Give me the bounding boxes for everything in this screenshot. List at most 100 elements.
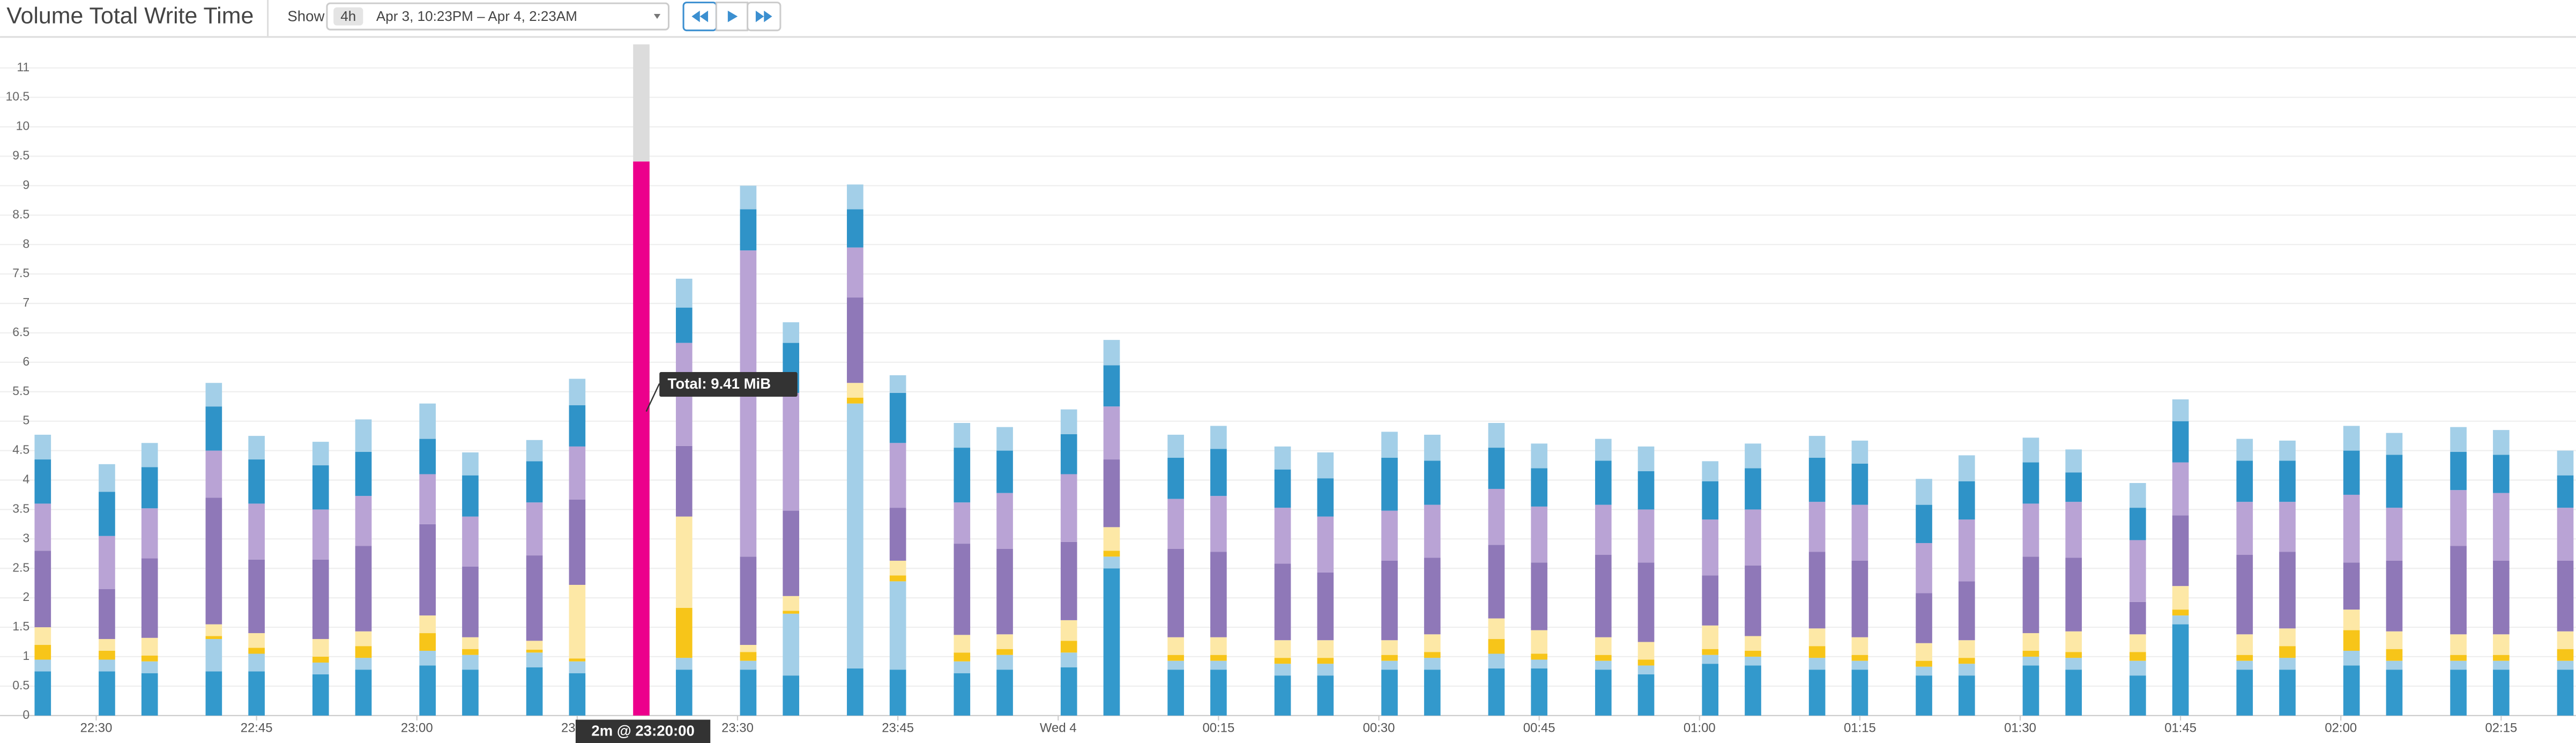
- bar-segment: [2386, 508, 2403, 561]
- y-tick-label: 2: [23, 590, 29, 604]
- bar-segment: [1424, 434, 1441, 461]
- bar-segment: [783, 322, 800, 343]
- bar-segment: [1317, 675, 1334, 716]
- tooltip-text: Total: 9.41 MiB: [668, 375, 771, 392]
- bar-segment: [569, 405, 586, 447]
- bar-segment: [1702, 655, 1719, 664]
- bar-segment: [2172, 515, 2189, 586]
- bar-segment: [2343, 562, 2360, 610]
- bar-segment: [1488, 639, 1505, 654]
- bar-segment: [34, 503, 51, 551]
- bar-segment: [954, 422, 971, 448]
- bar-segment: [1531, 562, 1547, 630]
- bar-segment: [2279, 460, 2296, 502]
- bar-segment: [740, 556, 757, 645]
- bar-segment: [248, 436, 265, 460]
- bar-segment: [1595, 670, 1612, 716]
- bar-segment: [99, 589, 115, 640]
- bar-segment: [2557, 508, 2574, 561]
- bar-segment: [312, 639, 329, 657]
- bar-segment: [1595, 439, 1612, 461]
- y-tick-label: 8: [23, 236, 29, 250]
- bar-segment: [889, 670, 906, 716]
- bar-segment: [205, 383, 222, 407]
- bar-segment: [1745, 443, 1761, 469]
- bar-segment: [1916, 675, 1932, 716]
- bar-segment: [1381, 432, 1398, 458]
- dropdown-caret: [653, 14, 661, 19]
- cursor-label-box: [575, 719, 711, 743]
- bar-segment: [141, 558, 158, 638]
- bar-segment: [2386, 560, 2403, 631]
- bar-segment: [2130, 675, 2146, 716]
- bar-segment: [1210, 637, 1227, 655]
- bar-segment: [1958, 581, 1975, 641]
- bar-segment: [1958, 675, 1975, 716]
- bar-segment: [1274, 563, 1291, 641]
- bar-segment: [1637, 674, 1655, 716]
- tooltip-pointer: [645, 383, 660, 412]
- bar-segment: [2450, 490, 2467, 546]
- x-tick-label: 01:15: [1844, 721, 1876, 735]
- bar-segment: [1916, 504, 1932, 544]
- bar-segment: [1274, 664, 1291, 676]
- bar-segment: [355, 451, 372, 496]
- bar-segment: [526, 461, 543, 503]
- x-tick-label: 01:30: [2004, 721, 2036, 735]
- bar-segment: [740, 660, 757, 670]
- bar-segment: [355, 631, 372, 647]
- bar-segment: [1637, 509, 1655, 563]
- bar-segment: [1958, 455, 1975, 481]
- bar-segment: [2493, 455, 2510, 493]
- bar-segment: [2022, 437, 2039, 463]
- bar-segment: [889, 443, 906, 508]
- bar-segment: [2450, 670, 2467, 716]
- bar-segment: [2236, 554, 2253, 635]
- bar-segment: [2343, 494, 2360, 563]
- bar-segment: [1851, 655, 1868, 661]
- bar-segment: [740, 209, 757, 251]
- bar-segment: [1381, 655, 1398, 661]
- bar-segment: [1488, 545, 1505, 619]
- bar-segment: [1702, 519, 1719, 576]
- bar-segment: [996, 649, 1013, 655]
- range-dropdown[interactable]: [326, 2, 670, 31]
- bar-segment: [1317, 664, 1334, 676]
- bar-segment: [2386, 660, 2403, 670]
- bar-segment: [1210, 655, 1227, 661]
- bar-segment: [1424, 460, 1441, 505]
- bar-segment: [1103, 365, 1120, 407]
- overlay: Total: 9.41 MiB 2m @ 23:20:00: [575, 372, 798, 743]
- bar-segment: [1060, 474, 1077, 542]
- bar-segment: [419, 524, 436, 616]
- bar-segment: [569, 584, 586, 659]
- bar-segment: [569, 499, 586, 585]
- bar-segment: [1274, 446, 1291, 470]
- bar-segment: [1637, 642, 1655, 660]
- bar-segment: [1916, 660, 1932, 667]
- bar-segment: [1060, 434, 1077, 474]
- bar-segment: [1060, 667, 1077, 716]
- range-badge-bg: [333, 7, 363, 26]
- bar-segment: [1381, 670, 1398, 716]
- bar-segment: [1851, 660, 1868, 670]
- bar-segment: [2557, 670, 2574, 716]
- bar-segment: [141, 467, 158, 509]
- bar-segment: [996, 427, 1013, 451]
- bar-segment: [462, 637, 479, 649]
- bar-segment: [248, 671, 265, 716]
- y-tick-label: 11: [17, 60, 29, 74]
- bar-segment: [954, 448, 971, 503]
- bar-segment: [1488, 488, 1505, 545]
- bar-segment: [205, 450, 222, 498]
- bar-segment: [1210, 449, 1227, 496]
- bar-segment: [889, 581, 906, 670]
- bar-segment: [1745, 468, 1761, 510]
- bar-segment: [1916, 479, 1932, 505]
- bar-segment: [2065, 502, 2082, 558]
- bar-segment: [355, 646, 372, 658]
- bar-segment: [1851, 504, 1868, 561]
- bar-segment: [1424, 670, 1441, 716]
- bar-segment: [1808, 436, 1826, 458]
- highlighted-bar: [633, 161, 650, 716]
